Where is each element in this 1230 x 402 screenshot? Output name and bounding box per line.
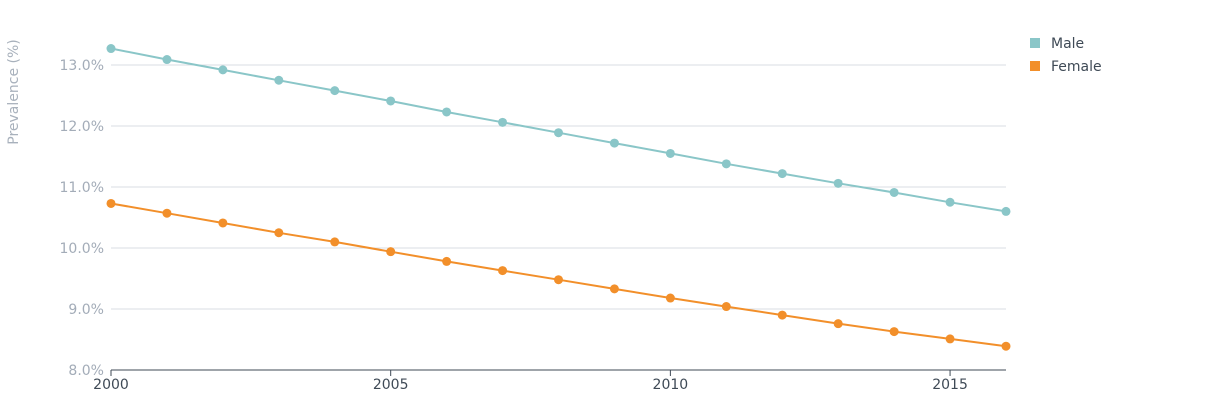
data-point-male[interactable] (721, 159, 731, 169)
data-point-male[interactable] (442, 107, 452, 117)
x-axis-ticks: 2000 2005 2010 2015 (93, 370, 968, 393)
legend-swatch-male (1030, 38, 1040, 48)
y-tick-label: 10.0% (60, 241, 104, 257)
data-point-female[interactable] (721, 302, 731, 312)
series-female (106, 198, 1011, 351)
x-tick-label: 2005 (373, 377, 409, 393)
data-point-female[interactable] (330, 237, 340, 247)
legend-item-female[interactable]: Female (1030, 59, 1102, 75)
series-layer (106, 44, 1011, 351)
y-axis-label: Prevalence (%) (6, 39, 22, 145)
legend-swatch-female (1030, 61, 1040, 71)
data-point-male[interactable] (498, 117, 508, 127)
y-tick-label: 8.0% (68, 363, 104, 379)
data-point-female[interactable] (945, 334, 955, 344)
grid-lines (111, 64, 1006, 310)
legend-label-male: Male (1051, 36, 1084, 52)
data-point-male[interactable] (945, 197, 955, 207)
data-point-male[interactable] (554, 128, 563, 138)
y-tick-label: 11.0% (60, 180, 104, 196)
data-point-female[interactable] (274, 228, 284, 238)
y-tick-label: 13.0% (60, 58, 104, 74)
data-point-male[interactable] (274, 75, 284, 85)
data-point-female[interactable] (162, 208, 172, 218)
data-point-male[interactable] (386, 96, 396, 106)
data-point-male[interactable] (162, 55, 172, 65)
series-male (106, 44, 1011, 216)
series-line-female (110, 202, 1007, 348)
data-point-female[interactable] (1001, 341, 1011, 351)
data-point-male[interactable] (1001, 206, 1011, 216)
data-point-male[interactable] (889, 187, 899, 197)
legend[interactable]: Male Female (1030, 36, 1102, 75)
x-tick-label: 2010 (653, 377, 689, 393)
data-point-female[interactable] (106, 198, 116, 208)
x-tick-label: 2015 (932, 377, 968, 393)
data-point-female[interactable] (833, 319, 843, 329)
data-point-female[interactable] (665, 293, 675, 303)
data-point-male[interactable] (609, 138, 619, 148)
y-tick-label: 12.0% (60, 119, 104, 135)
data-point-male[interactable] (777, 169, 787, 179)
legend-item-male[interactable]: Male (1030, 36, 1084, 52)
data-point-male[interactable] (330, 86, 340, 96)
data-point-male[interactable] (665, 148, 675, 158)
data-point-male[interactable] (218, 65, 228, 75)
data-point-female[interactable] (609, 284, 619, 294)
data-point-female[interactable] (386, 247, 396, 257)
data-point-female[interactable] (554, 275, 563, 285)
x-tick-label: 2000 (93, 377, 129, 393)
data-point-female[interactable] (498, 266, 508, 276)
data-point-female[interactable] (777, 310, 787, 320)
legend-label-female: Female (1051, 59, 1102, 75)
data-point-female[interactable] (442, 256, 452, 266)
data-point-male[interactable] (106, 44, 116, 54)
y-tick-label: 9.0% (68, 302, 104, 318)
data-point-male[interactable] (833, 178, 843, 188)
data-point-female[interactable] (889, 327, 899, 337)
y-axis-ticks: 8.0% 9.0% 10.0% 11.0% 12.0% 13.0% (60, 58, 104, 379)
data-point-female[interactable] (218, 218, 228, 228)
